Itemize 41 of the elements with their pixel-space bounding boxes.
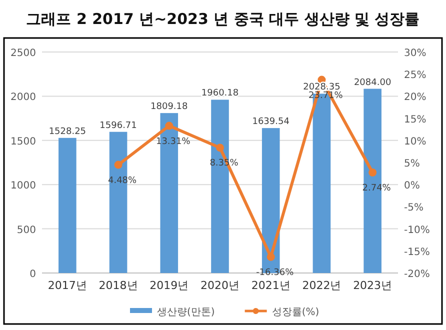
bar: [58, 138, 76, 273]
point: [114, 160, 122, 169]
y-tick-label: 1000: [10, 180, 36, 192]
data-label: 1596.71: [100, 120, 137, 131]
y2-tick-label: -10%: [404, 224, 430, 236]
legend-label: 생산량(만톤): [157, 307, 215, 318]
point: [216, 144, 224, 152]
data-label: 1528.25: [48, 126, 86, 137]
y-tick-label: 2500: [10, 48, 36, 59]
data-label: 1639.54: [252, 117, 290, 128]
y-tick-label: 1500: [10, 136, 36, 148]
y-tick-label: 0: [30, 269, 36, 280]
x-tick-label: 2023년: [353, 279, 392, 292]
y2-tick-label: 5%: [404, 158, 420, 170]
x-tick-label: 2020년: [200, 279, 240, 292]
x-tick-label: 2018년: [98, 279, 138, 292]
x-tick-label: 2021년: [251, 279, 290, 292]
data-label: -16.36%: [256, 268, 294, 278]
y2-tick-label: -20%: [404, 269, 430, 280]
data-label: 1809.18: [150, 102, 188, 112]
y2-tick-label: 15%: [404, 114, 426, 126]
x-tick-label: 2022년: [302, 279, 342, 292]
point: [368, 168, 377, 176]
data-label: 23.71%: [308, 90, 344, 101]
point: [266, 252, 275, 261]
y2-tick-label: 25%: [404, 70, 426, 82]
chart-title: 그래프 2 2017 년~2023 년 중국 대두 생산량 및 성장률: [26, 10, 420, 28]
y2-tick-label: 20%: [404, 92, 426, 104]
y2-tick-label: -5%: [404, 202, 424, 214]
y2-tick-label: 10%: [404, 136, 426, 148]
x-tick-label: 2019년: [150, 279, 189, 292]
legend-label: 성장률(%): [272, 307, 320, 318]
y2-tick-label: 0%: [404, 180, 420, 192]
data-label: 2084.00: [354, 78, 392, 88]
data-label: 1960.18: [201, 88, 239, 99]
y2-tick-label: -15%: [404, 246, 430, 258]
y-tick-label: 2000: [10, 92, 36, 104]
x-tick-label: 2017년: [48, 279, 87, 292]
point: [165, 122, 174, 130]
y2-tick-label: 30%: [404, 48, 426, 59]
y-tick-label: 500: [16, 224, 36, 236]
